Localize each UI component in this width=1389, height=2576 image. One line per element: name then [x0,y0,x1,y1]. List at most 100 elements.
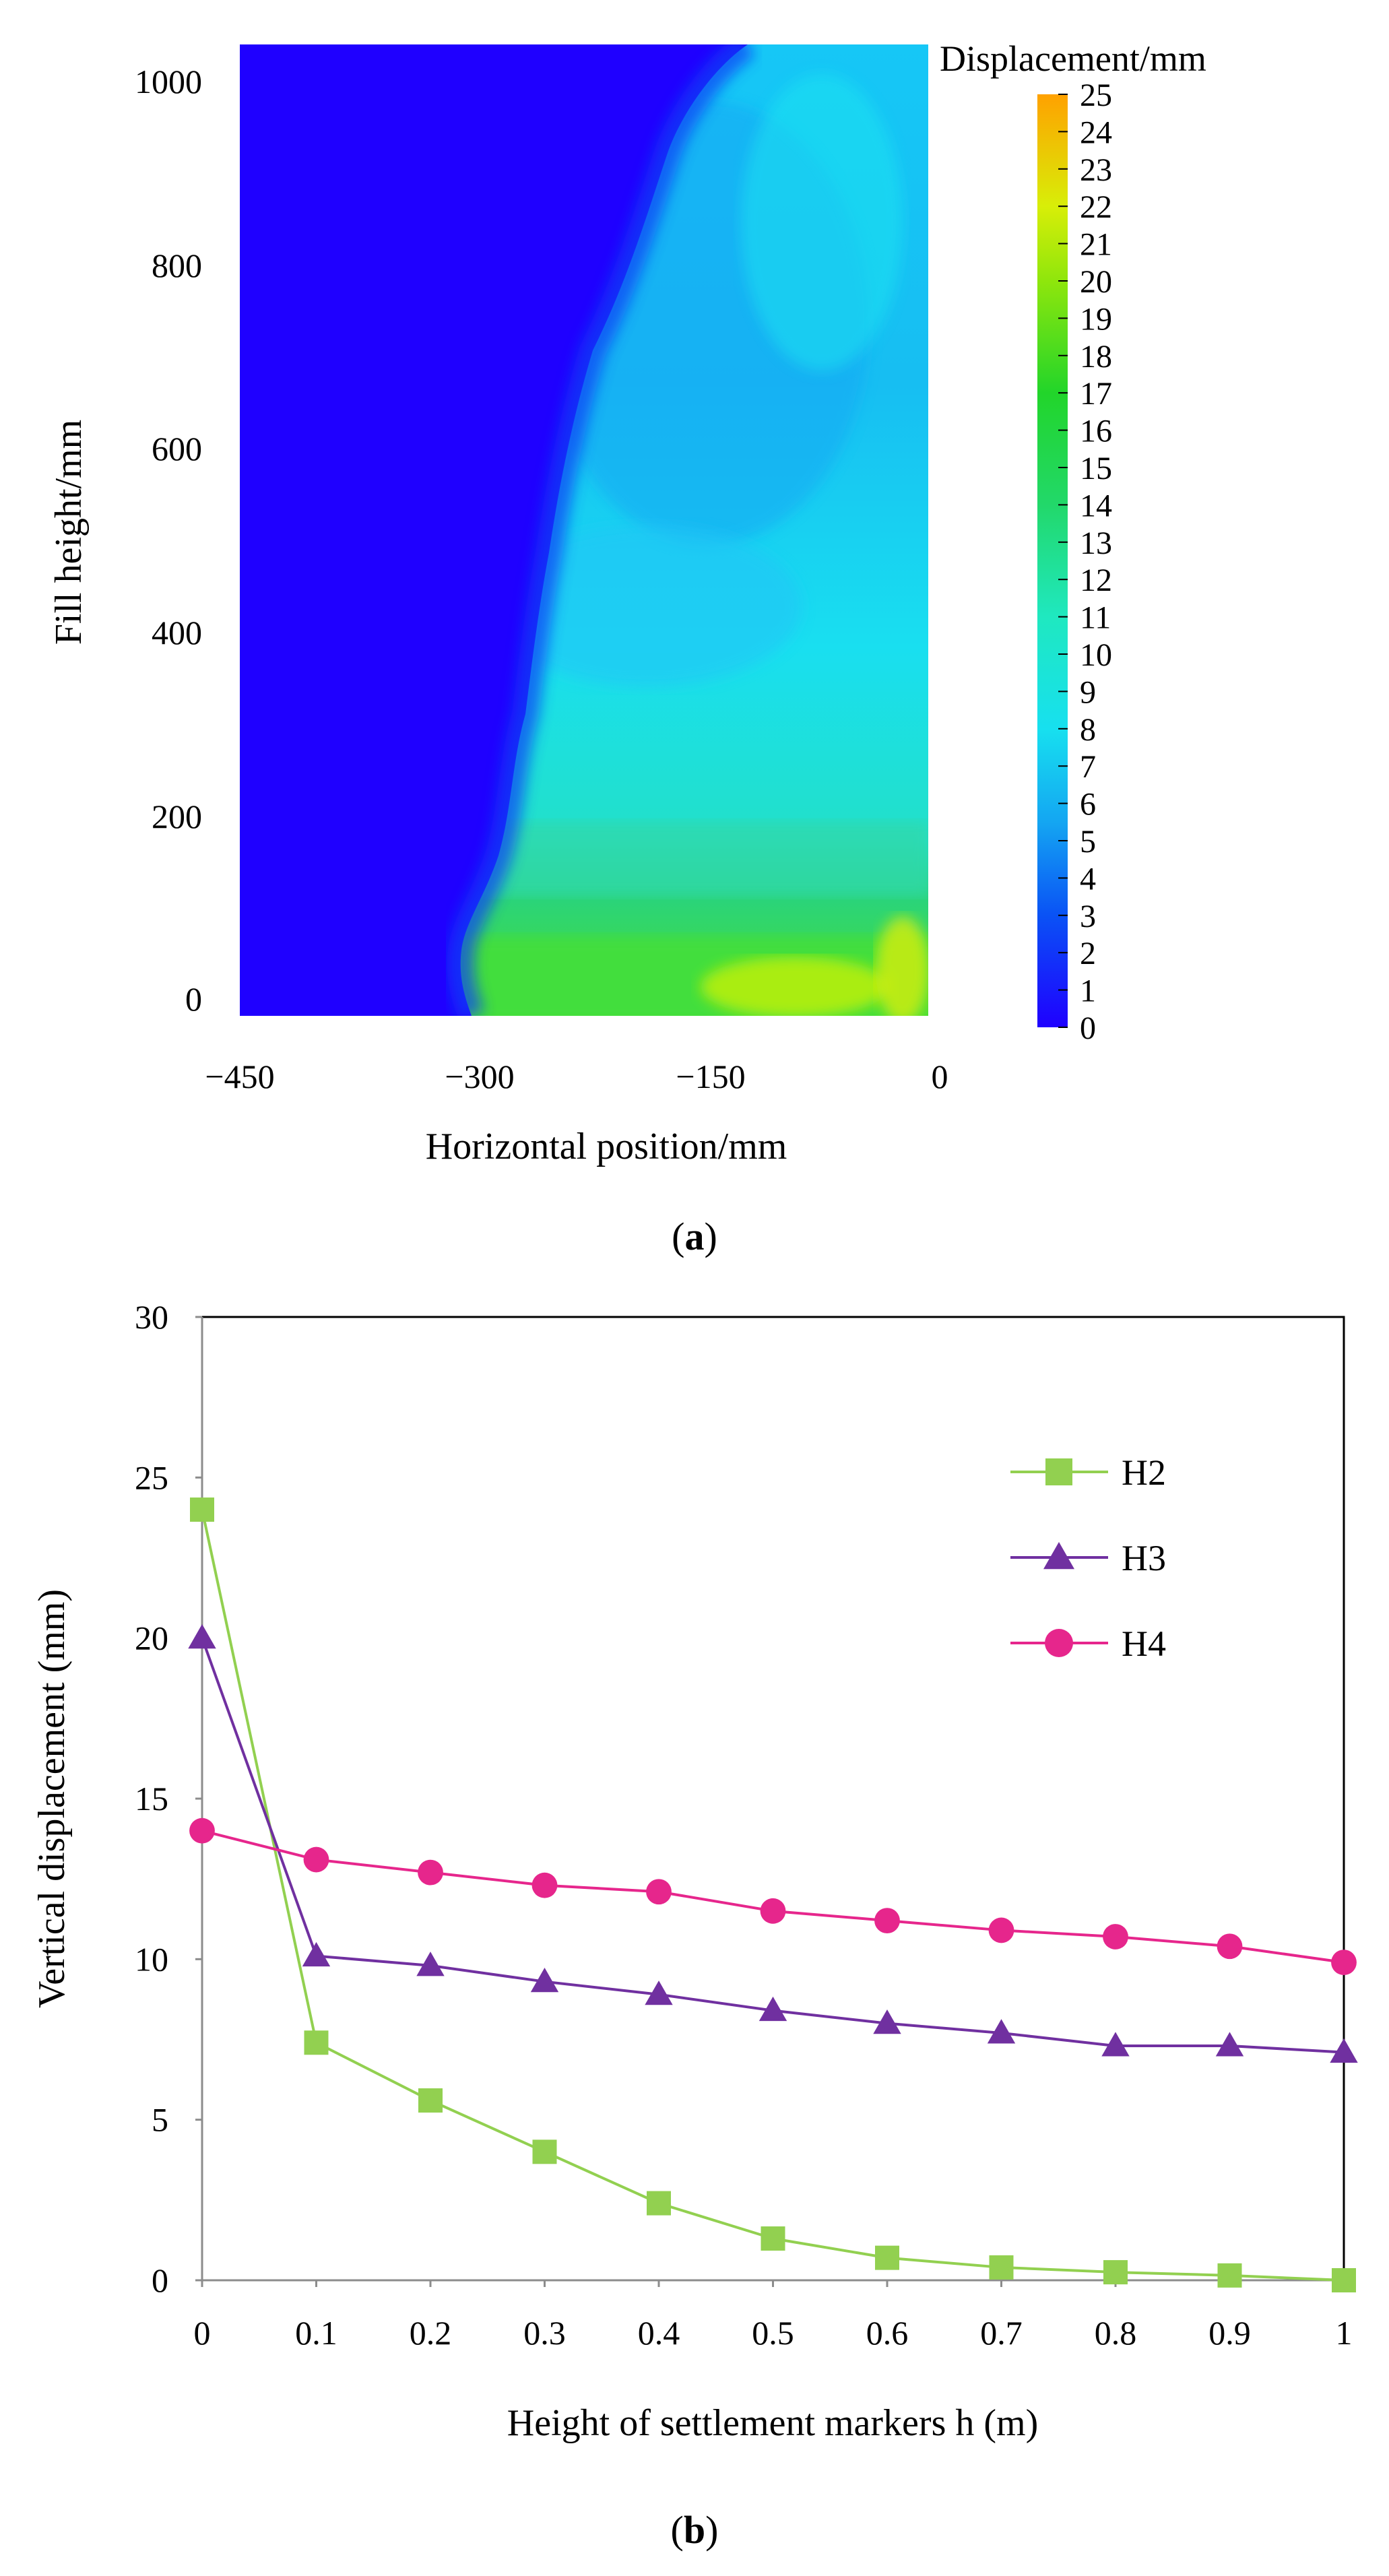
heatmap-field [240,44,928,1016]
y-tick-label: 15 [135,1780,168,1817]
x-tick-label: 0.5 [752,2314,794,2352]
data-point-h2 [1103,2260,1128,2285]
data-point-h4 [1103,1924,1128,1950]
panel-label-b: (b) [671,2508,719,2552]
colorbar-tick-label: 22 [1080,189,1112,225]
x-tick-label: −450 [205,1058,274,1095]
data-point-h3 [416,1952,445,1976]
data-point-h4 [646,1879,672,1905]
data-point-h4 [874,1908,900,1934]
colorbar-tick-label: 24 [1080,115,1112,150]
colorbar-gradient [1037,94,1068,1027]
data-point-h2 [532,2139,557,2164]
y-tick-label: 800 [152,247,202,284]
data-point-h3 [873,2009,901,2034]
data-point-h3 [758,1996,787,2022]
x-tick-label: 0.7 [980,2314,1023,2352]
colorbar-tick-label: 6 [1080,787,1096,823]
series-line-h2 [201,1509,1345,2282]
y-axis-label: Fill height/mm [48,420,90,645]
x-tick-label: 0.3 [523,2314,566,2352]
data-point-h2 [304,2030,329,2055]
x-tick-label: 0.6 [866,2314,909,2352]
colorbar-tick-label: 7 [1080,749,1096,785]
data-point-h2 [418,2088,443,2113]
data-point-h3 [530,1968,559,1993]
colorbar-tick-label: 16 [1080,414,1112,449]
legend-label-h2: H2 [1122,1452,1166,1493]
data-point-h3 [188,1623,216,1649]
colorbar-tick-label: 8 [1080,712,1096,748]
colorbar: Displacement/mm 012345678910111213141516… [940,38,1206,1046]
data-point-h2 [875,2245,899,2270]
colorbar-tick-label: 4 [1080,861,1096,897]
colorbar-tick-label: 25 [1080,77,1112,113]
y-tick-label: 30 [135,1298,168,1336]
colorbar-tick-label: 1 [1080,973,1096,1009]
data-point-h4 [189,1817,215,1844]
x-tick-label: 0.4 [638,2314,680,2352]
heatmap-panel: 1000 800 600 400 200 0 −450 −300 −150 0 … [48,38,1206,1258]
legend-marker-h2 [1045,1458,1072,1485]
x-tick-label: 0.2 [410,2314,452,2352]
data-point-h2 [989,2255,1014,2280]
y-tick-label: 25 [135,1458,168,1496]
data-point-h4 [418,1859,443,1886]
series-line-h3 [201,1637,1345,2054]
y-axis-label: Vertical displacement (mm) [31,1589,73,2008]
colorbar-tick-label: 19 [1080,301,1112,337]
data-point-h2 [190,1498,214,1522]
panel-label-a: (a) [672,1215,717,1258]
colorbar-tick-label: 10 [1080,637,1112,673]
x-tick-label: 0.1 [295,2314,337,2352]
y-tick-label: 400 [152,614,202,651]
series-line-h4 [201,1829,1345,1964]
colorbar-tick-label: 12 [1080,562,1112,598]
colorbar-tick-label: 11 [1080,600,1111,636]
x-axis-label: Horizontal position/mm [426,1126,787,1167]
line-chart-panel: 0 5 10 15 20 25 30 0 0.1 0.2 0.3 0.4 0.5 0.6 0.7 0.8 0.9… [31,1298,1358,2552]
legend-marker-h3 [1043,1542,1074,1570]
colorbar-tick-label: 23 [1080,152,1112,188]
colorbar-title: Displacement/mm [940,38,1206,79]
data-point-h3 [1101,2032,1130,2057]
x-tick-label: 0.8 [1095,2314,1137,2352]
colorbar-tick-label: 5 [1080,824,1096,860]
y-tick-label: 5 [152,2101,168,2139]
colorbar-tick-label: 17 [1080,376,1112,412]
y-tick-label: 0 [185,980,202,1018]
colorbar-tick-label: 9 [1080,674,1096,710]
data-point-h2 [761,2226,785,2251]
series-h2 [190,1498,1356,2292]
colorbar-tick-label: 3 [1080,899,1096,934]
legend-marker-h4 [1045,1629,1073,1657]
y-tick-label: 600 [152,430,202,468]
y-tick-label: 0 [152,2261,168,2299]
y-tick-label: 20 [135,1619,168,1657]
data-point-h4 [531,1872,558,1898]
y-tick-label: 200 [152,798,202,835]
data-point-h4 [303,1846,329,1873]
legend: H2 H3 H4 [1010,1452,1166,1664]
legend-label-h4: H4 [1122,1623,1166,1664]
data-point-h4 [1217,1933,1243,1960]
data-point-h4 [1331,1950,1357,1976]
data-point-h3 [1330,2038,1358,2063]
data-point-h3 [987,2019,1016,2044]
series-h4 [189,1817,1357,1976]
data-point-h4 [988,1917,1014,1943]
x-tick-label: −150 [676,1058,745,1095]
colorbar-tick-label: 14 [1080,488,1112,523]
colorbar-tick-label: 13 [1080,525,1112,561]
legend-label-h3: H3 [1122,1538,1166,1578]
x-tick-label: 0.9 [1208,2314,1251,2352]
colorbar-tick-label: 15 [1080,451,1112,486]
x-tick-label: 1 [1336,2314,1353,2352]
x-tick-label: 0 [194,2314,211,2352]
colorbar-tick-label: 20 [1080,264,1112,300]
y-tick-label: 1000 [135,63,202,100]
data-point-h2 [1332,2268,1356,2292]
plot-frame [201,1316,1345,2282]
x-tick-label: −300 [445,1058,514,1095]
